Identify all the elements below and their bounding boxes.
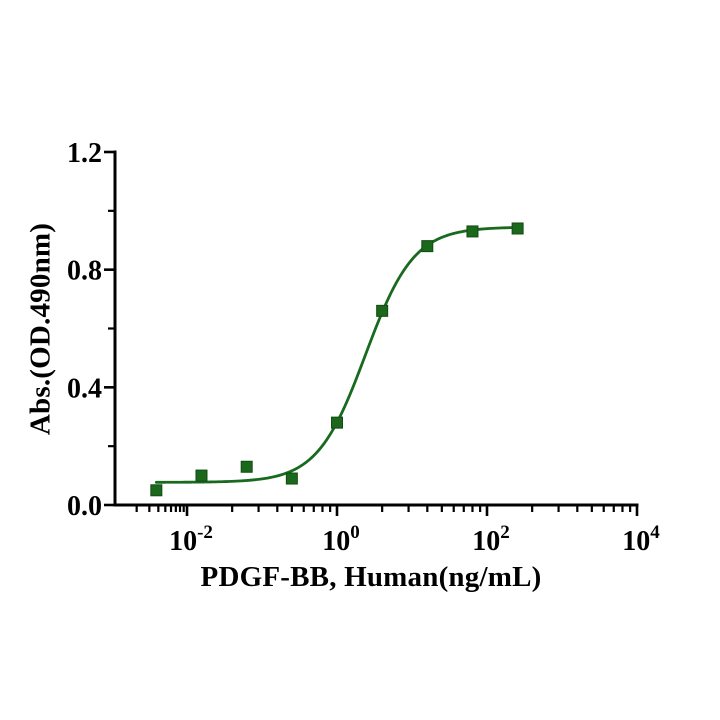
data-point-marker — [285, 472, 298, 485]
x-axis-tick-label: 10-2 — [169, 522, 213, 557]
data-point-marker — [511, 222, 524, 235]
y-axis-title: Abs.(OD.490nm) — [24, 222, 57, 436]
data-point-marker — [376, 304, 389, 317]
data-point-marker — [421, 240, 434, 253]
data-point-marker — [466, 225, 479, 238]
y-axis-tick-label: 1.2 — [67, 138, 102, 169]
x-axis-tick-label: 100 — [322, 522, 360, 557]
fit-curve — [154, 226, 520, 484]
data-point-marker — [195, 469, 208, 482]
y-axis-tick-label: 0.4 — [67, 373, 102, 404]
x-axis-title: PDGF-BB, Human(ng/mL) — [200, 561, 542, 593]
y-axis-tick-label: 0.8 — [67, 256, 102, 287]
y-axis-tick-label: 0.0 — [67, 491, 102, 522]
x-axis-tick-label: 102 — [472, 522, 510, 557]
data-point-marker — [331, 416, 343, 429]
x-axis-tick-label: 104 — [622, 522, 660, 557]
data-series — [150, 222, 524, 497]
data-point-marker — [240, 460, 253, 473]
data-point-marker — [150, 484, 163, 497]
axis-tick-labels: 0.0 0.4 0.8 1.2 10-2 100 102 104 — [67, 138, 660, 557]
fit-curve-path — [154, 226, 520, 484]
axis-ticks — [104, 150, 639, 516]
